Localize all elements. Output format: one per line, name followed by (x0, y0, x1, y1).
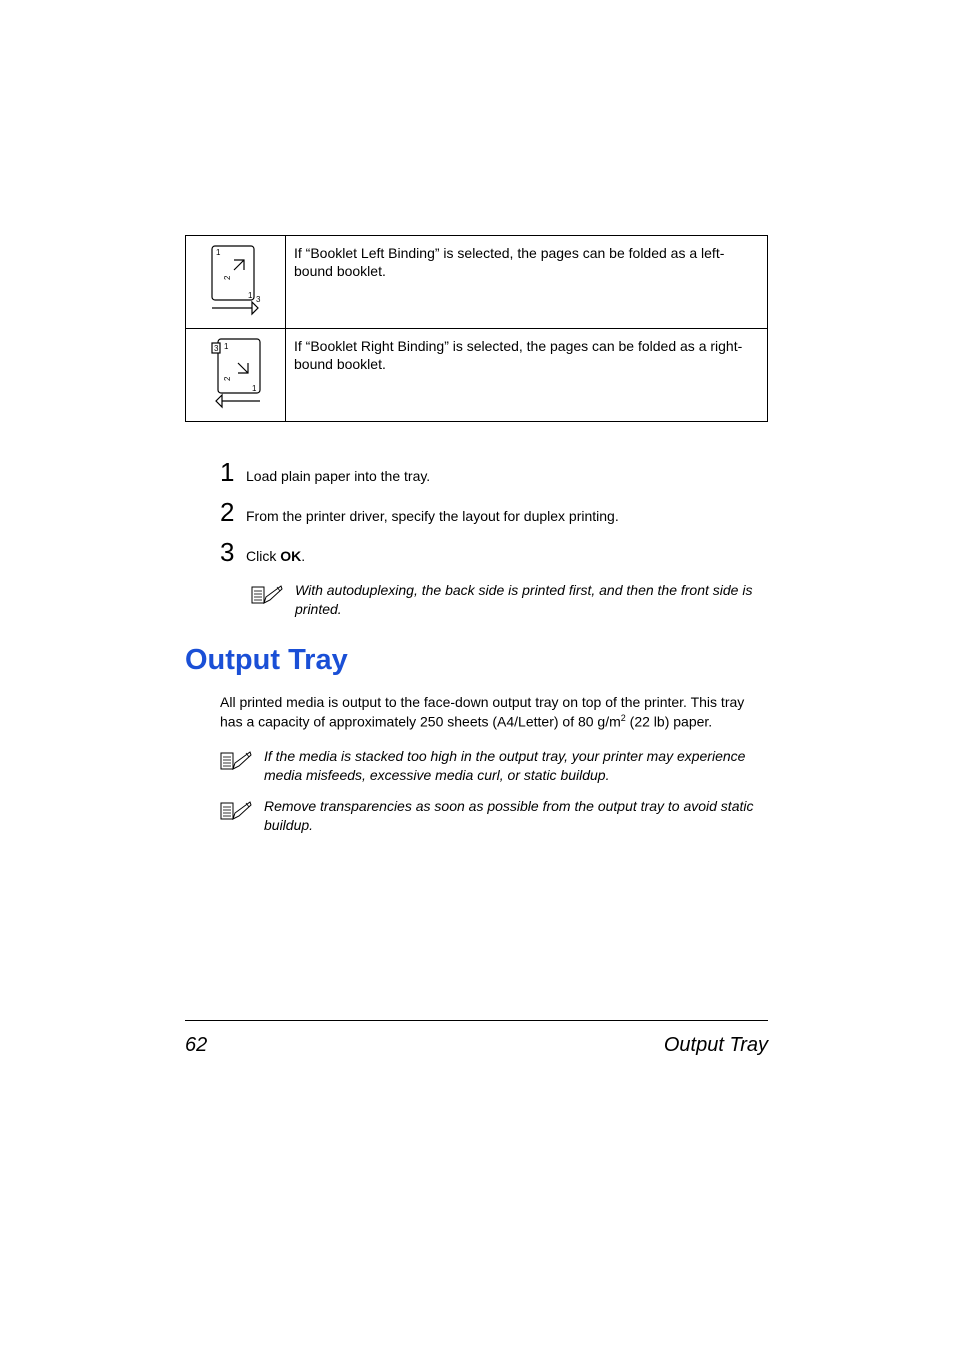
step-text: Click OK. (246, 545, 305, 567)
note-text: Remove transparencies as soon as possibl… (264, 797, 768, 835)
table-row: 3 1 2 1 If “Booklet Right Binding” is se… (186, 329, 768, 422)
page-content: 1 2 1 3 If “Booklet Left Binding” is sel… (185, 235, 768, 847)
step-number: 2 (220, 492, 246, 534)
step-text-part: Click (246, 548, 280, 564)
booklet-left-text: If “Booklet Left Binding” is selected, t… (286, 236, 768, 329)
step-item: 2 From the printer driver, specify the l… (220, 492, 768, 534)
step-item: 3 Click OK. (220, 532, 768, 574)
steps-list: 1 Load plain paper into the tray. 2 From… (220, 452, 768, 573)
step-text-part: . (301, 548, 305, 564)
note-icon (251, 583, 283, 605)
footer-divider (185, 1020, 768, 1021)
svg-text:2: 2 (223, 376, 232, 381)
booklet-right-icon: 3 1 2 1 (208, 337, 264, 409)
step-item: 1 Load plain paper into the tray. (220, 452, 768, 494)
svg-text:1: 1 (252, 384, 257, 393)
step-text-bold: OK (280, 548, 301, 564)
note-block: Remove transparencies as soon as possibl… (220, 797, 768, 835)
note-text: If the media is stacked too high in the … (264, 747, 768, 785)
booklet-right-text: If “Booklet Right Binding” is selected, … (286, 329, 768, 422)
binding-options-table: 1 2 1 3 If “Booklet Left Binding” is sel… (185, 235, 768, 422)
booklet-left-icon: 1 2 1 3 (208, 244, 264, 316)
booklet-left-icon-cell: 1 2 1 3 (186, 236, 286, 329)
step-text: From the printer driver, specify the lay… (246, 505, 619, 527)
step-text: Load plain paper into the tray. (246, 465, 430, 487)
svg-text:1: 1 (248, 291, 253, 300)
svg-text:2: 2 (223, 275, 232, 280)
svg-text:3: 3 (256, 295, 261, 304)
note-icon (220, 799, 252, 821)
note-block: With autoduplexing, the back side is pri… (251, 581, 768, 619)
booklet-right-icon-cell: 3 1 2 1 (186, 329, 286, 422)
svg-text:1: 1 (224, 342, 229, 351)
table-row: 1 2 1 3 If “Booklet Left Binding” is sel… (186, 236, 768, 329)
note-text: With autoduplexing, the back side is pri… (295, 581, 768, 619)
note-icon (220, 749, 252, 771)
step-number: 1 (220, 452, 246, 494)
svg-text:3: 3 (214, 344, 219, 353)
body-text-part: (22 lb) paper. (626, 713, 712, 729)
section-heading: Output Tray (185, 644, 768, 677)
page-number: 62 (185, 1034, 207, 1057)
note-block: If the media is stacked too high in the … (220, 747, 768, 785)
body-paragraph: All printed media is output to the face-… (220, 693, 768, 731)
footer-title: Output Tray (664, 1034, 768, 1057)
step-number: 3 (220, 532, 246, 574)
svg-text:1: 1 (216, 248, 221, 257)
